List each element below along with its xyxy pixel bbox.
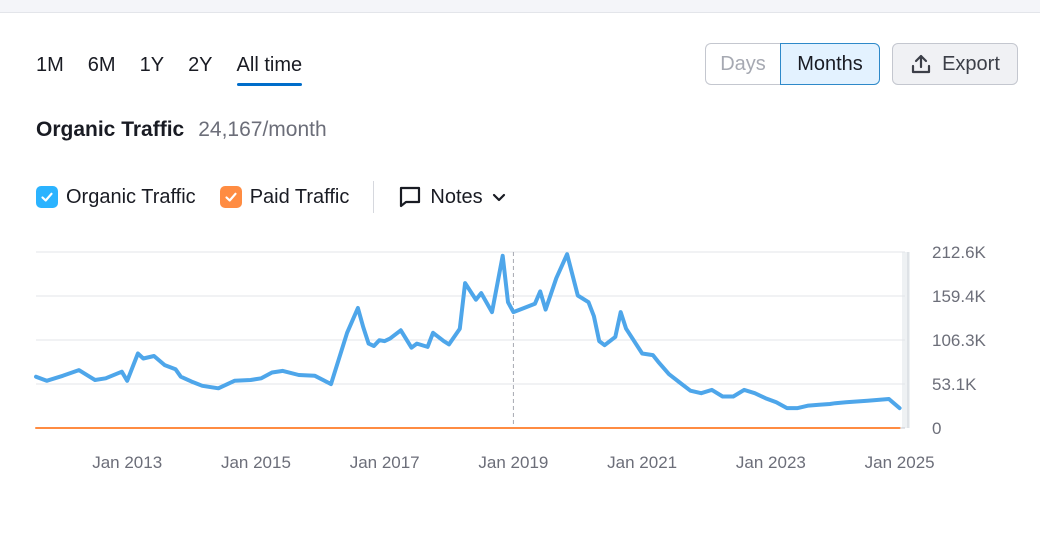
range-handle[interactable]: [902, 252, 910, 428]
y-tick-label: 53.1K: [932, 375, 977, 394]
check-icon: [225, 192, 237, 202]
x-tick-label: Jan 2013: [92, 453, 162, 472]
y-axis-ticks: 0 53.1K 106.3K 159.4K 212.6K: [932, 243, 987, 438]
legend-organic-traffic[interactable]: Organic Traffic: [36, 186, 196, 209]
days-button[interactable]: Days: [705, 43, 780, 85]
legend-divider: [373, 181, 375, 213]
period-all-time[interactable]: All time: [236, 52, 302, 86]
top-bar: [0, 0, 1040, 13]
legend-paid-traffic[interactable]: Paid Traffic: [219, 185, 350, 209]
x-axis-ticks: Jan 2013 Jan 2015 Jan 2017 Jan 2019 Jan 2021…: [92, 453, 934, 472]
organic-label: Organic Traffic: [66, 185, 196, 208]
export-label: Export: [942, 52, 1000, 75]
notes-dropdown[interactable]: Notes: [398, 185, 506, 209]
granularity-toggle: Days Months: [705, 43, 880, 85]
chart-legend: Organic Traffic Paid Traffic Notes: [36, 181, 507, 213]
y-tick-label: 0: [932, 419, 941, 438]
x-tick-label: Jan 2019: [478, 453, 548, 472]
series-lines: [34, 252, 902, 429]
y-tick-label: 106.3K: [932, 331, 987, 350]
y-tick-label: 159.4K: [932, 287, 987, 306]
organic-traffic-line: [34, 252, 902, 411]
metric-title: Organic Traffic: [36, 118, 185, 141]
y-tick-label: 212.6K: [932, 243, 987, 262]
export-button[interactable]: Export: [892, 43, 1018, 85]
x-tick-label: Jan 2017: [350, 453, 420, 472]
metric-value: 24,167/month: [198, 118, 327, 141]
metric-header: Organic Traffic 24,167/month: [36, 118, 327, 142]
period-6m[interactable]: 6M: [87, 54, 116, 76]
check-icon: [41, 192, 53, 202]
months-button[interactable]: Months: [780, 43, 880, 85]
x-tick-label: Jan 2015: [221, 453, 291, 472]
period-2y[interactable]: 2Y: [188, 54, 213, 76]
notes-label: Notes: [430, 185, 483, 208]
x-tick-label: Jan 2021: [607, 453, 677, 472]
comment-icon: [400, 186, 421, 208]
x-tick-label: Jan 2023: [736, 453, 806, 472]
chevron-down-icon: [492, 193, 505, 202]
upload-icon: [911, 54, 931, 74]
period-selector: 1M 6M 1Y 2Y All time: [36, 52, 302, 86]
period-1m[interactable]: 1M: [36, 54, 64, 76]
organic-checkbox[interactable]: [36, 186, 58, 208]
x-tick-label: Jan 2025: [865, 453, 935, 472]
period-1y[interactable]: 1Y: [139, 54, 165, 76]
paid-checkbox[interactable]: [219, 186, 242, 208]
paid-label: Paid Traffic: [249, 185, 350, 208]
